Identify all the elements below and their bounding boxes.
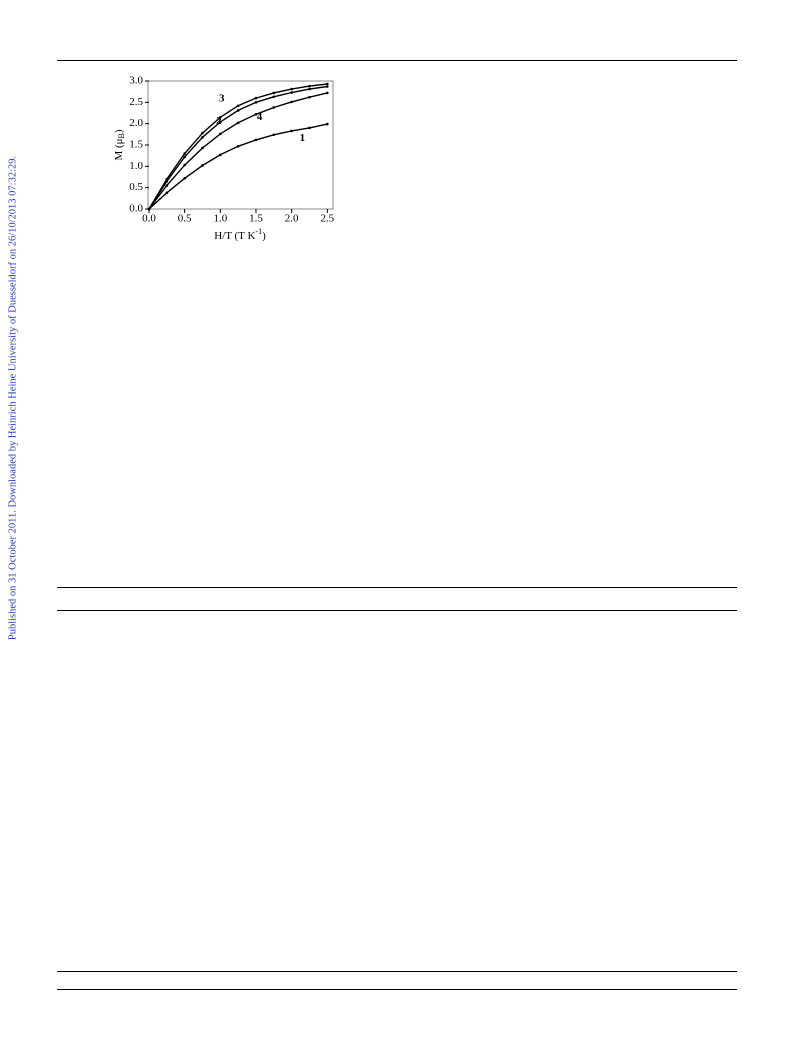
data-point: [165, 184, 169, 187]
data-point: [201, 136, 204, 139]
x-label-sup: -1: [255, 227, 262, 236]
y-axis-label: M (μB): [113, 129, 126, 160]
y-tick-label: 2.0: [129, 117, 143, 129]
data-point: [254, 101, 258, 104]
x-axis-label: H/T (T K-1): [214, 227, 266, 242]
x-tick-label: 0.0: [142, 213, 156, 225]
data-point: [183, 163, 186, 167]
curve-label: 1: [300, 132, 306, 144]
x-tick-label: 0.5: [178, 213, 192, 225]
data-point: [308, 84, 311, 88]
data-point: [254, 138, 258, 142]
y-tick-label: 0.5: [129, 181, 143, 193]
data-point: [236, 104, 240, 108]
data-point: [325, 122, 329, 126]
y-tick-label: 2.5: [129, 96, 143, 108]
x-tick-label: 2.5: [320, 213, 334, 225]
data-point: [236, 109, 240, 112]
y-tick-label: 1.0: [129, 160, 143, 172]
data-point: [290, 100, 293, 104]
data-point: [183, 176, 186, 180]
data-point: [165, 177, 169, 181]
data-point: [219, 115, 222, 119]
y-tick-label: 0.0: [129, 203, 143, 215]
data-point: [308, 95, 311, 99]
data-point: [219, 120, 222, 124]
data-point: [236, 121, 240, 125]
data-point: [325, 91, 329, 95]
data-point: [236, 144, 240, 148]
x-label-part: H/T (T K: [214, 230, 255, 242]
curve-label: 4: [257, 111, 263, 123]
x-label-part: ): [262, 230, 266, 242]
y-label-sub: B: [117, 133, 126, 138]
data-point: [219, 153, 222, 157]
y-tick-label: 1.5: [129, 139, 143, 151]
data-point: [290, 87, 293, 91]
data-point: [308, 87, 311, 91]
data-point: [308, 126, 311, 130]
data-point: [325, 82, 329, 86]
data-point: [254, 96, 258, 100]
side-note: Published on 31 October 2011. Downloaded…: [7, 156, 18, 640]
data-point: [219, 132, 222, 136]
x-tick-label: 1.5: [249, 213, 263, 225]
y-tick-label: 3.0: [129, 75, 143, 87]
data-point: [272, 133, 276, 137]
data-point: [201, 131, 204, 135]
curve-label: 3: [219, 92, 225, 104]
data-point: [290, 91, 293, 94]
data-point: [183, 155, 186, 159]
data-point: [147, 207, 151, 211]
x-tick-label: 2.0: [285, 213, 299, 225]
data-point: [201, 146, 204, 150]
y-label-part: ): [113, 129, 125, 133]
data-point: [254, 112, 258, 116]
data-point: [272, 91, 276, 95]
y-label-part: M (μ: [113, 138, 125, 160]
data-point: [165, 191, 169, 195]
x-tick-label: 1.0: [213, 213, 227, 225]
data-point: [290, 129, 293, 133]
data-point: [272, 95, 276, 99]
curve-label: 2: [216, 115, 222, 127]
data-point: [201, 164, 204, 167]
data-point: [183, 152, 186, 155]
data-point: [325, 85, 329, 88]
data-point: [272, 106, 276, 109]
